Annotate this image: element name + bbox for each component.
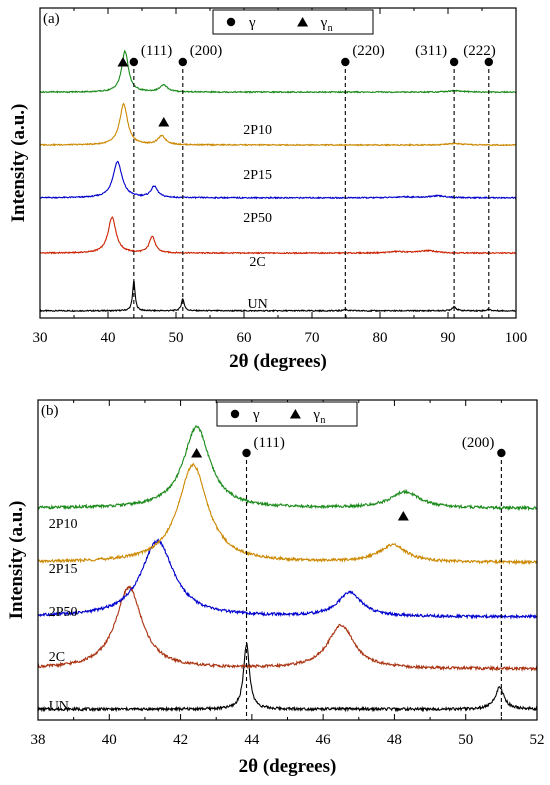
series-line-un [39,280,517,313]
legend-circle-icon [230,409,240,419]
x-tick-label: 44 [244,732,260,748]
x-tick-label: 30 [33,330,48,346]
x-tick-label: 42 [173,732,188,748]
reference-line-label: (111) [254,435,285,451]
panel-a: (111) (200) (220) (311) (222) UN 2C 2P50 2P15 2P1… [8,7,528,372]
series-line-2p15 [37,462,538,566]
series-line-un [37,642,538,713]
legend-label-subscript: n [320,415,325,426]
gamma-marker-circle [341,57,350,67]
y-axis-label: Intensity (a.u.) [8,104,29,223]
legend-label-gamma-n: γ [312,407,320,423]
series-line-2p50 [39,160,517,200]
x-tick-label: 40 [102,732,117,748]
series-label-2c: 2C [249,255,265,270]
series-line-2c [37,585,538,673]
legend-label-gamma: γ [248,15,256,31]
reference-line-label: (111) [141,43,172,59]
gamma-marker-circle [129,57,139,67]
x-tick-label: 90 [441,330,456,346]
x-tick-label: 52 [530,732,545,748]
reference-line-label: (200) [462,435,495,451]
x-axis-label: 2θ (degrees) [239,756,337,777]
x-tick-label: 50 [169,330,184,346]
series-label-2p15: 2P15 [49,562,78,577]
x-tick-label: 50 [458,732,473,748]
reference-line-label: (222) [463,43,496,59]
reference-line-label: (220) [352,43,385,59]
x-axis-label: 2θ (degrees) [229,351,327,372]
x-tick-label: 46 [316,732,332,748]
series-label-2p50: 2P50 [243,211,272,226]
panel-b: (111) (200) UN 2C 2P50 2P15 2P10 38 40 42 44 46 48 50… [6,399,545,777]
x-tick-label: 38 [31,732,46,748]
y-axis-label: Intensity (a.u.) [6,501,27,620]
gamma-n-marker-triangle [397,511,409,521]
reference-line-label: (311) [415,43,447,59]
gamma-n-marker-triangle [191,448,203,458]
series-line-2p50 [37,538,538,620]
gamma-marker-circle [242,448,251,458]
series-line-2c [39,216,517,255]
series-label-2c: 2C [49,650,65,665]
gamma-marker-circle [449,57,459,67]
panel-label: (b) [41,403,59,419]
series-label-2p50: 2P50 [49,605,78,620]
series-label-un: UN [247,297,267,312]
gamma-marker-circle [178,57,187,67]
series-line-2p10 [37,424,538,512]
legend-label-gamma-n: γ [320,15,328,31]
legend-circle-icon [226,17,236,27]
series-line-2p15 [39,102,517,147]
gamma-n-marker-triangle [117,57,129,67]
series-label-2p10: 2P10 [49,517,78,532]
series-label-2p10: 2P10 [243,123,272,138]
x-tick-label: 60 [237,330,252,346]
x-tick-label: 80 [373,330,388,346]
legend-label-subscript: n [328,23,333,34]
series-label-un: UN [49,699,69,714]
reference-line-label: (200) [190,43,223,59]
legend-box [212,9,374,35]
legend-label-gamma: γ [252,407,260,423]
gamma-n-marker-triangle [158,117,170,127]
x-tick-label: 100 [505,330,528,346]
panel-label: (a) [43,11,60,27]
x-tick-label: 40 [101,330,116,346]
gamma-marker-circle [497,448,506,458]
x-tick-label: 48 [387,732,402,748]
series-label-2p15: 2P15 [243,168,272,183]
series-line-2p10 [39,49,517,94]
legend-box [216,401,358,427]
legend-triangle-icon [297,17,309,27]
gamma-marker-circle [484,57,493,67]
x-tick-label: 70 [305,330,320,346]
legend-triangle-icon [289,409,301,419]
